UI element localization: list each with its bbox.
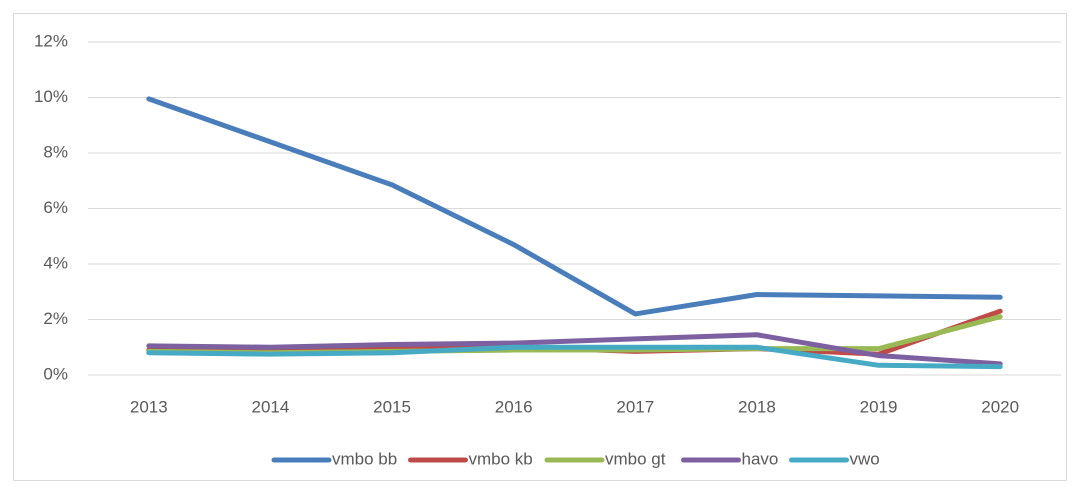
legend-label: vmbo bb: [332, 449, 397, 468]
y-tick-label: 8%: [43, 142, 68, 161]
x-tick-label: 2016: [495, 397, 533, 416]
x-tick-label: 2013: [130, 397, 168, 416]
x-tick-label: 2017: [616, 397, 654, 416]
y-tick-label: 6%: [43, 198, 68, 217]
x-tick-label: 2018: [738, 397, 776, 416]
series-line: [146, 344, 1003, 370]
legend-label: vmbo kb: [469, 449, 533, 468]
legend-label: vwo: [850, 449, 880, 468]
x-tick-label: 2019: [860, 397, 898, 416]
y-tick-label: 10%: [34, 87, 68, 106]
y-tick-label: 0%: [43, 364, 68, 383]
y-tick-label: 2%: [43, 309, 68, 328]
x-tick-label: 2015: [373, 397, 411, 416]
x-tick-label: 2014: [252, 397, 290, 416]
y-tick-label: 4%: [43, 253, 68, 272]
series-line: [146, 332, 1003, 367]
chart-border: [13, 13, 1067, 481]
x-tick-label: 2020: [981, 397, 1019, 416]
legend-label: havo: [742, 449, 779, 468]
legend-label: vmbo gt: [605, 449, 666, 468]
y-tick-label: 12%: [34, 31, 68, 50]
series-line: [146, 96, 1003, 317]
